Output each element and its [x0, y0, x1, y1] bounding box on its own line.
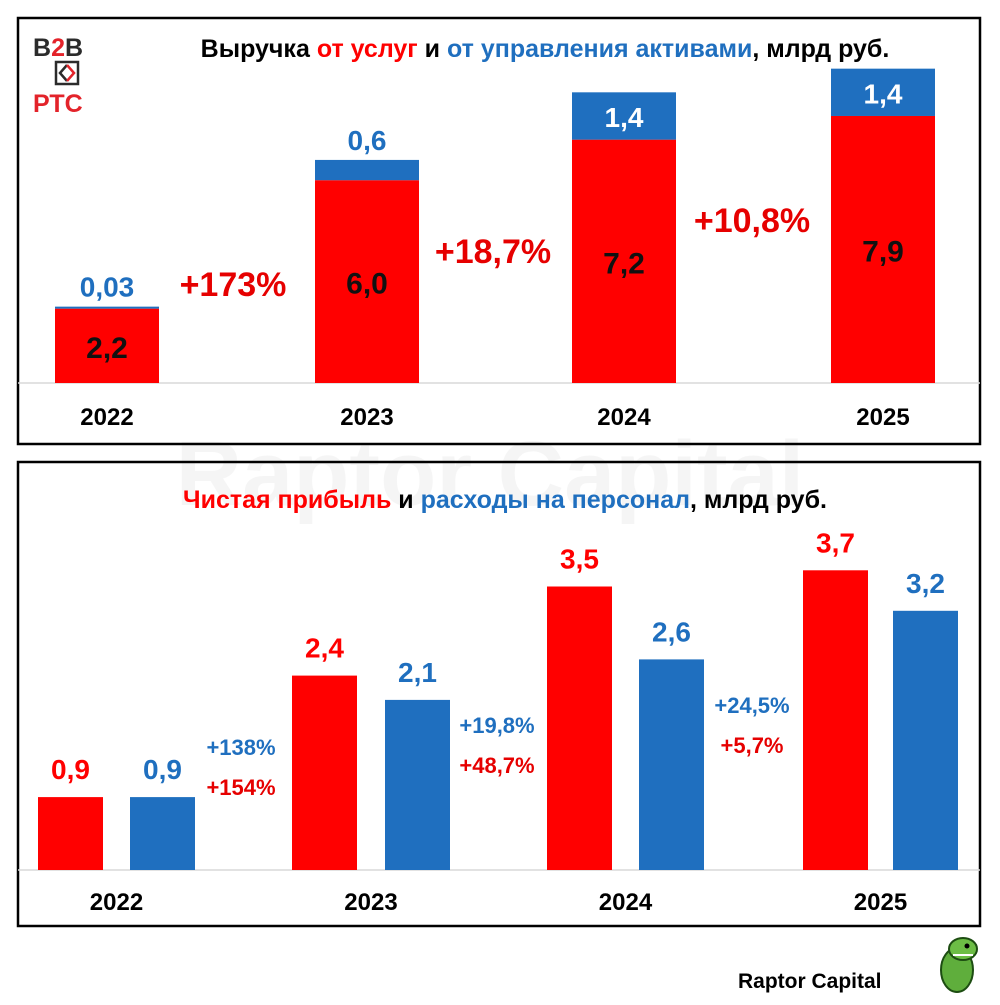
value-label: 0,9 [51, 754, 90, 785]
x-tick-2023: 2023 [340, 404, 393, 431]
x-tick-2023: 2023 [344, 889, 397, 916]
growth-staff-costs: +24,5% [714, 693, 789, 718]
top-chart-title: Выручка от услуг и от управления активам… [201, 35, 890, 63]
label-asset-mgmt: 1,4 [864, 78, 903, 109]
title-part: , млрд руб. [752, 35, 889, 63]
x-tick-2024: 2024 [599, 889, 653, 916]
logo-line1: B2B [33, 34, 83, 62]
bar-asset-mgmt-2025 [831, 68, 935, 116]
label-services: 6,0 [346, 268, 388, 301]
bottom-chart-marks: 0,9 0,9 2022 2,4 2,1 2023 3,5 2,6 2024 3,7 3,2 2025… [38, 527, 958, 916]
value-label: 2,6 [652, 616, 691, 647]
x-tick-2022: 2022 [80, 404, 133, 431]
bottom-chart-title: Чистая прибыль и расходы на персонал, мл… [183, 486, 827, 514]
bar-net_profit-2023 [292, 675, 357, 870]
value-label: 2,1 [398, 657, 437, 688]
logo: B2B РТС [33, 34, 83, 118]
bar-staff_costs-2025 [893, 610, 958, 870]
x-tick-2025: 2025 [856, 404, 909, 431]
bar-staff_costs-2022 [130, 797, 195, 870]
value-label: 3,2 [906, 568, 945, 599]
growth-staff-costs: +19,8% [459, 713, 534, 738]
growth-label: +18,7% [435, 233, 551, 271]
x-tick-2022: 2022 [90, 889, 143, 916]
bar-services-2022 [55, 308, 159, 383]
bar-staff_costs-2023 [385, 699, 450, 870]
bar-asset-mgmt-2024 [572, 92, 676, 140]
value-label: 3,5 [560, 544, 599, 575]
logo-mark [54, 60, 80, 86]
logo-line2: РТС [33, 90, 83, 118]
title-part: от услуг [317, 35, 418, 63]
label-asset-mgmt: 0,6 [348, 125, 387, 156]
raptor-mascot-icon [940, 937, 978, 993]
title-part: и [418, 35, 447, 63]
growth-label: +173% [180, 266, 287, 304]
bottom-panel-frame [16, 460, 982, 928]
x-tick-2024: 2024 [597, 404, 651, 431]
growth-net-profit: +154% [206, 775, 275, 800]
growth-net-profit: +5,7% [721, 733, 784, 758]
bar-asset-mgmt-2023 [315, 159, 419, 181]
bar-asset-mgmt-2022 [55, 306, 159, 309]
label-services: 2,2 [86, 332, 128, 365]
label-services: 7,9 [862, 235, 904, 268]
top-chart-marks: 2,2 0,03 2022 6,0 0,6 2023 7,2 1,4 2024 7,9 1,4 202… [55, 68, 935, 431]
bar-staff_costs-2024 [639, 659, 704, 870]
title-part: Выручка [201, 35, 317, 63]
bar-services-2023 [315, 180, 419, 383]
title-part: от управления активами [447, 35, 752, 63]
growth-staff-costs: +138% [206, 735, 275, 760]
top-panel-frame [16, 16, 982, 446]
growth-label: +10,8% [694, 202, 810, 240]
label-asset-mgmt: 0,03 [80, 272, 135, 303]
watermark: Raptor Capital [176, 423, 805, 525]
bar-services-2025 [831, 115, 935, 383]
title-part: Чистая прибыль [183, 486, 391, 514]
x-tick-2025: 2025 [854, 889, 907, 916]
label-services: 7,2 [603, 247, 645, 280]
value-label: 2,4 [305, 633, 344, 664]
title-part: расходы на персонал [421, 486, 690, 514]
title-part: и [391, 486, 420, 514]
label-asset-mgmt: 1,4 [605, 102, 644, 133]
signature: Raptor Capital [738, 970, 882, 993]
bar-net_profit-2025 [803, 570, 868, 870]
bar-services-2024 [572, 139, 676, 383]
value-label: 0,9 [143, 754, 182, 785]
growth-net-profit: +48,7% [459, 753, 534, 778]
value-label: 3,7 [816, 527, 855, 558]
bar-net_profit-2022 [38, 797, 103, 870]
bar-net_profit-2024 [547, 586, 612, 870]
title-part: , млрд руб. [690, 486, 827, 514]
